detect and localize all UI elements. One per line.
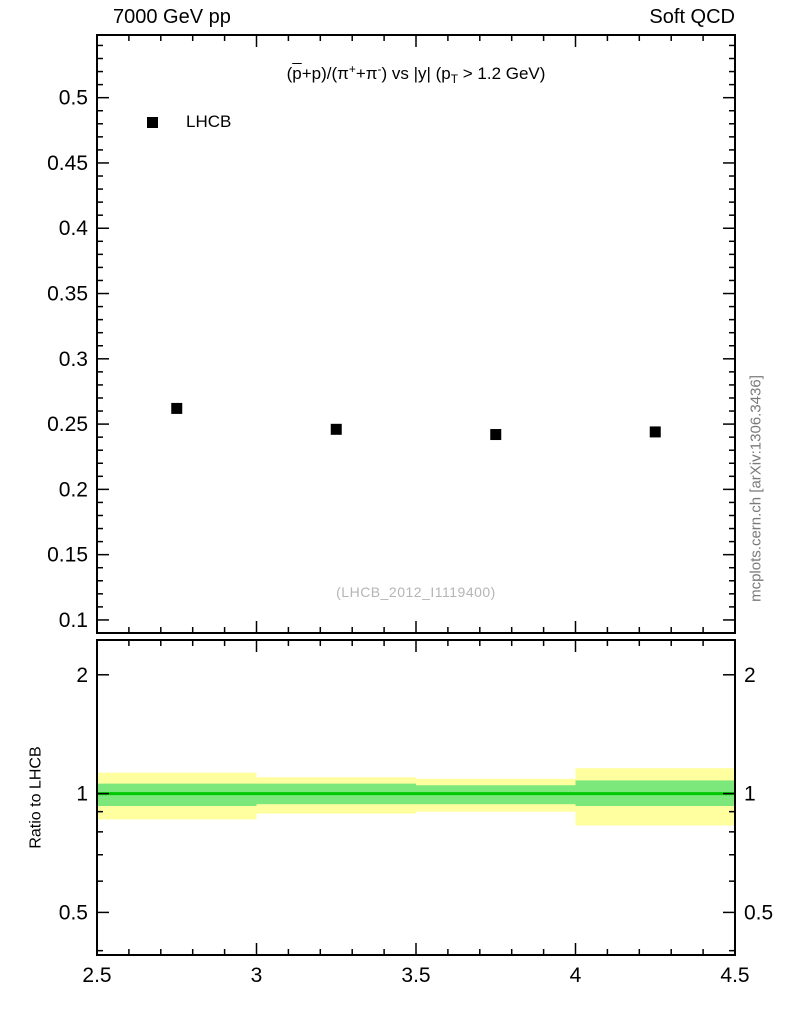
svg-text:0.1: 0.1 [59,609,88,632]
ratio-axis-label: Ratio to LHCB [27,746,45,849]
svg-text:4.5: 4.5 [720,964,749,987]
svg-text:0.5: 0.5 [59,87,88,110]
svg-text:0.5: 0.5 [744,901,773,924]
mcplots-credit-text: mcplots.cern.ch [arXiv:1306.3436] [747,375,765,602]
svg-text:3.5: 3.5 [401,964,430,987]
svg-text:0.15: 0.15 [47,544,88,567]
svg-text:0.5: 0.5 [59,901,88,924]
analysis-watermark: (LHCB_2012_I1119400) [336,584,496,600]
svg-text:3: 3 [251,964,263,987]
svg-text:0.3: 0.3 [59,348,88,371]
beam-energy-label: 7000 GeV pp [113,6,231,28]
legend-marker-square-icon [147,116,158,128]
svg-text:0.35: 0.35 [47,283,88,306]
legend-label: LHCB [186,112,232,131]
svg-text:1: 1 [744,783,756,806]
svg-text:2: 2 [744,664,756,687]
svg-text:0.25: 0.25 [47,413,88,436]
svg-text:4: 4 [570,964,582,987]
legend: LHCB [147,112,231,132]
plot-title: (p+p)/(π++π-) vs |y| (pT > 1.2 GeV) [286,62,546,87]
svg-text:0.4: 0.4 [59,217,89,240]
svg-text:0.45: 0.45 [47,152,88,175]
svg-text:0.2: 0.2 [59,478,88,501]
svg-text:1: 1 [76,783,88,806]
svg-text:2.5: 2.5 [82,964,111,987]
process-group-label: Soft QCD [649,6,735,28]
svg-text:2: 2 [76,664,88,687]
